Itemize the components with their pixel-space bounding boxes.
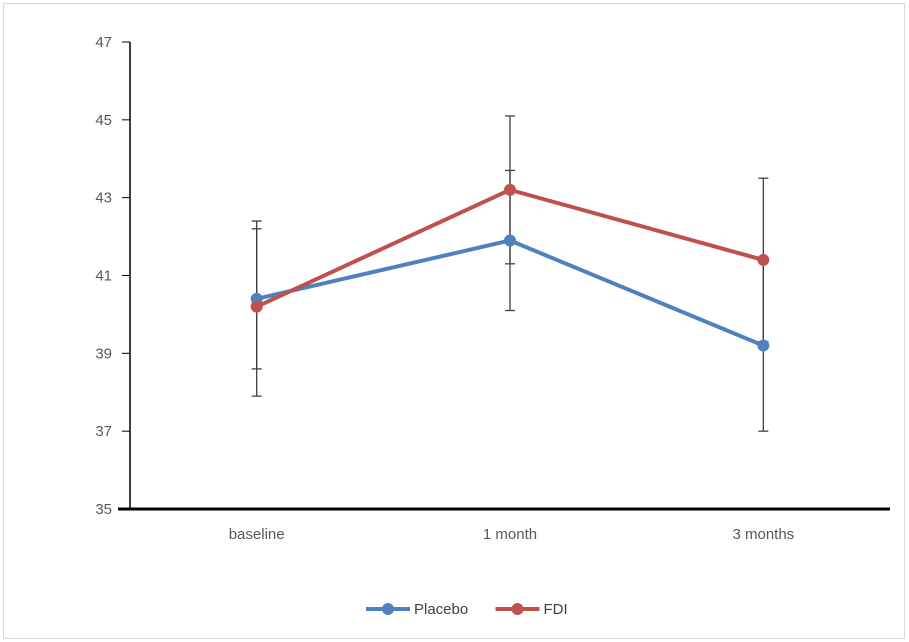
y-tick-label: 35 bbox=[95, 501, 112, 518]
x-axis-ticks: baseline 1 month 3 months bbox=[229, 526, 794, 543]
y-tick-label: 47 bbox=[95, 34, 112, 51]
x-tick-label: 1 month bbox=[483, 526, 537, 543]
data-point-placebo bbox=[504, 234, 516, 247]
legend-label-fdi: FDI bbox=[544, 601, 568, 618]
legend: Placebo FDI bbox=[366, 601, 568, 618]
x-tick-label: 3 months bbox=[732, 526, 794, 543]
y-axis-ticks: 35 37 39 41 43 45 47 bbox=[95, 34, 130, 518]
data-point-fdi bbox=[250, 300, 263, 313]
y-tick-label: 45 bbox=[95, 112, 112, 129]
y-tick-label: 37 bbox=[95, 423, 112, 440]
legend-marker-fdi bbox=[511, 603, 524, 615]
y-tick-label: 41 bbox=[95, 268, 112, 285]
data-point-fdi bbox=[757, 253, 770, 266]
legend-label-placebo: Placebo bbox=[414, 601, 468, 618]
data-point-placebo bbox=[757, 339, 770, 352]
y-tick-label: 39 bbox=[95, 345, 112, 362]
y-tick-label: 43 bbox=[95, 190, 112, 207]
markers-layer bbox=[250, 183, 770, 352]
chart-frame bbox=[3, 3, 905, 639]
legend-marker-placebo bbox=[382, 603, 394, 615]
x-tick-label: baseline bbox=[229, 526, 285, 543]
data-point-fdi bbox=[504, 183, 516, 196]
